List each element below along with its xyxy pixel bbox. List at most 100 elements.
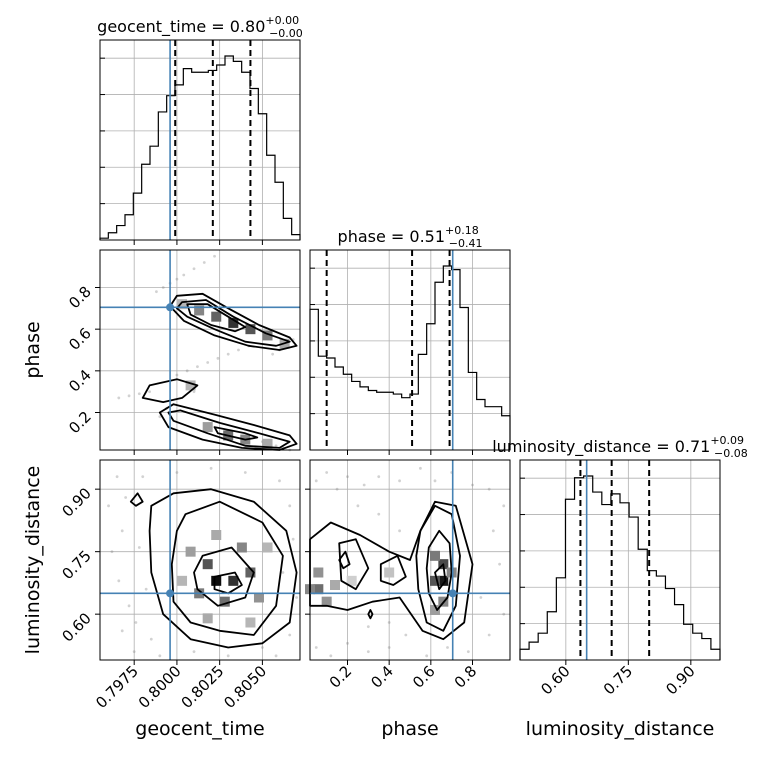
title-phase: phase = 0.51+0.18 −0.41	[338, 224, 483, 250]
scatter-point-luminosity-distance-vs-geocent-time-17	[278, 479, 281, 483]
scatter-point-phase-vs-geocent-time-9	[226, 352, 230, 356]
title-phase-minus: −0.41	[449, 237, 483, 250]
density-cell-luminosity-distance-vs-geocent-time-0	[211, 575, 222, 586]
scatter-point-luminosity-distance-vs-phase-21	[466, 650, 470, 654]
scatter-point-phase-vs-geocent-time-21	[274, 444, 278, 448]
ytick-label-phase-3: 0.8	[65, 283, 95, 313]
density-cell-luminosity-distance-vs-phase-13	[346, 575, 357, 586]
scatter-point-luminosity-distance-vs-phase-5	[377, 475, 381, 479]
frame-luminosity-distance-vs-geocent-time	[99, 459, 301, 661]
contour-luminosity-distance-vs-phase-5	[379, 554, 407, 586]
title-geocent-time: geocent_time = 0.80+0.00 −0.00	[97, 14, 303, 40]
scatter-point-luminosity-distance-vs-phase-1	[325, 471, 329, 474]
contour-luminosity-distance-vs-geocent-time-4	[129, 492, 144, 507]
scatter-point-luminosity-distance-vs-geocent-time-14	[226, 654, 230, 658]
ylabel-luminosity-distance: luminosity_distance	[22, 466, 44, 655]
density-cell-luminosity-distance-vs-phase-7	[313, 584, 324, 595]
scatter-point-luminosity-distance-vs-phase-12	[502, 504, 506, 508]
marks-geocent-time-hist	[99, 40, 301, 240]
panel-luminosity-distance-hist: luminosity_distance = 0.71+0.09 −0.08	[492, 434, 748, 661]
density-cell-luminosity-distance-vs-geocent-time-6	[253, 592, 264, 603]
grid-phase-vs-geocent-time	[100, 250, 300, 450]
scatter-point-phase-vs-geocent-time-1	[175, 277, 179, 281]
scatter-point-luminosity-distance-vs-geocent-time-20	[295, 596, 298, 599]
title-luminosity-distance-minus: −0.08	[714, 447, 748, 460]
density-cell-luminosity-distance-vs-geocent-time-2	[202, 559, 213, 570]
ytick-label-luminosity-distance-1: 0.75	[58, 547, 94, 583]
histogram-geocent-time	[99, 55, 301, 240]
panel-luminosity-distance-vs-geocent-time	[99, 459, 301, 661]
scatter-point-phase-vs-geocent-time-29	[271, 352, 275, 356]
scatter-point-phase-vs-geocent-time-17	[127, 394, 131, 398]
scatter-point-luminosity-distance-vs-geocent-time-1	[124, 496, 128, 499]
density-cell-phase-vs-geocent-time-2	[228, 317, 239, 328]
density-cell-luminosity-distance-vs-geocent-time-3	[245, 567, 256, 578]
scatter-point-luminosity-distance-vs-geocent-time-18	[288, 504, 292, 508]
scatter-point-luminosity-distance-vs-phase-4	[362, 483, 366, 487]
xtick-label-phase-3: 0.8	[451, 662, 481, 692]
contour-phase-vs-geocent-time-3	[141, 378, 199, 404]
grid-geocent-time-hist	[100, 40, 300, 240]
density-cell-luminosity-distance-vs-geocent-time-9	[211, 530, 222, 540]
title-phase-eq: =	[386, 227, 410, 246]
scatter-point-phase-vs-geocent-time-6	[161, 286, 165, 289]
contour-phase-vs-geocent-time-1	[169, 292, 298, 351]
scatter-point-luminosity-distance-vs-phase-26	[479, 596, 483, 599]
xtick-label-geocent-time-1: 0.8000	[135, 662, 185, 712]
scatter-point-luminosity-distance-vs-geocent-time-26	[134, 621, 138, 624]
ytick-label-luminosity-distance-0: 0.60	[58, 609, 94, 645]
xtick-label-geocent-time-0: 0.7975	[92, 662, 142, 712]
scatter-point-phase-vs-geocent-time-25	[158, 415, 162, 419]
scatter-point-luminosity-distance-vs-phase-3	[346, 475, 349, 479]
panel-phase-hist: phase = 0.51+0.18 −0.41	[309, 224, 511, 451]
contour-phase-vs-geocent-time-4	[167, 409, 291, 449]
contour-luminosity-distance-vs-phase-2	[434, 563, 447, 591]
density-cell-phase-vs-geocent-time-7	[185, 380, 196, 391]
contour-phase-vs-geocent-time-6	[213, 426, 259, 441]
density-cell-phase-vs-geocent-time-0	[194, 305, 205, 316]
contour-phase-vs-geocent-time-2	[186, 303, 247, 333]
title-luminosity-distance-value: 0.71	[675, 437, 711, 456]
scatter-point-luminosity-distance-vs-phase-0	[314, 479, 318, 483]
ytick-label-luminosity-distance-2: 0.90	[58, 484, 94, 520]
ytick-label-phase-1: 0.4	[65, 366, 95, 396]
frame-luminosity-distance-vs-phase	[309, 459, 511, 661]
scatter-point-luminosity-distance-vs-geocent-time-4	[117, 579, 121, 583]
scatter-point-luminosity-distance-vs-geocent-time-19	[291, 537, 295, 541]
density-cell-luminosity-distance-vs-geocent-time-5	[219, 596, 230, 607]
frame-luminosity-distance-hist	[519, 459, 721, 661]
scatter-point-phase-vs-geocent-time-16	[137, 392, 141, 396]
xtick-label-luminosity-distance-0: 0.60	[537, 662, 573, 698]
contour-luminosity-distance-vs-geocent-time-0	[170, 500, 284, 636]
panel-phase-vs-geocent-time	[99, 249, 301, 452]
grid-luminosity-distance-hist	[520, 460, 720, 660]
xlabel-geocent-time: geocent_time	[135, 718, 264, 740]
scatter-point-luminosity-distance-vs-phase-13	[314, 646, 318, 649]
contour-luminosity-distance-vs-phase-4	[338, 538, 370, 591]
density-cell-phase-vs-geocent-time-1	[211, 311, 222, 322]
scatter-point-luminosity-distance-vs-phase-8	[433, 479, 437, 483]
density-cell-luminosity-distance-vs-phase-12	[384, 567, 395, 578]
density-cell-luminosity-distance-vs-geocent-time-1	[228, 575, 239, 586]
panel-luminosity-distance-vs-phase	[305, 459, 511, 661]
density-cell-phase-vs-geocent-time-11	[262, 438, 273, 449]
scatter-point-phase-vs-geocent-time-2	[182, 273, 186, 277]
scatter-point-luminosity-distance-vs-phase-22	[487, 633, 491, 637]
scatter-point-luminosity-distance-vs-geocent-time-8	[141, 475, 145, 479]
scatter-point-luminosity-distance-vs-geocent-time-15	[243, 471, 247, 474]
frame-phase-vs-geocent-time	[99, 249, 301, 451]
scatter-point-luminosity-distance-vs-geocent-time-24	[137, 546, 141, 549]
histogram-luminosity-distance	[519, 475, 721, 660]
scatter-point-luminosity-distance-vs-phase-27	[398, 529, 401, 533]
density-cell-luminosity-distance-vs-phase-10	[330, 580, 340, 590]
scatter-point-phase-vs-geocent-time-13	[185, 369, 189, 373]
scatter-point-luminosity-distance-vs-phase-2	[335, 487, 339, 491]
title-geocent-time-param: geocent_time	[97, 17, 206, 37]
density-cell-luminosity-distance-vs-geocent-time-13	[202, 613, 213, 624]
scatter-point-phase-vs-geocent-time-20	[192, 390, 196, 394]
scatter-point-phase-vs-geocent-time-8	[237, 348, 240, 352]
contour-luminosity-distance-vs-geocent-time-2	[193, 546, 255, 607]
scatter-point-luminosity-distance-vs-phase-6	[398, 479, 401, 483]
scatter-point-luminosity-distance-vs-geocent-time-3	[110, 550, 114, 554]
scatter-point-luminosity-distance-vs-geocent-time-6	[120, 629, 124, 633]
